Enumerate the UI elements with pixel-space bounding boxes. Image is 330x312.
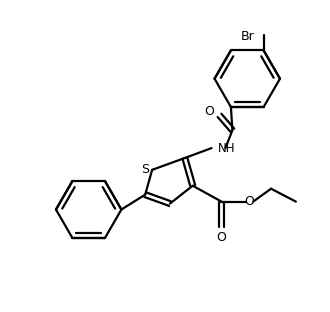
Text: O: O bbox=[205, 105, 214, 118]
Text: O: O bbox=[216, 231, 226, 244]
Text: Br: Br bbox=[240, 30, 254, 42]
Text: O: O bbox=[244, 195, 254, 208]
Text: NH: NH bbox=[217, 142, 235, 154]
Text: S: S bbox=[141, 163, 149, 176]
